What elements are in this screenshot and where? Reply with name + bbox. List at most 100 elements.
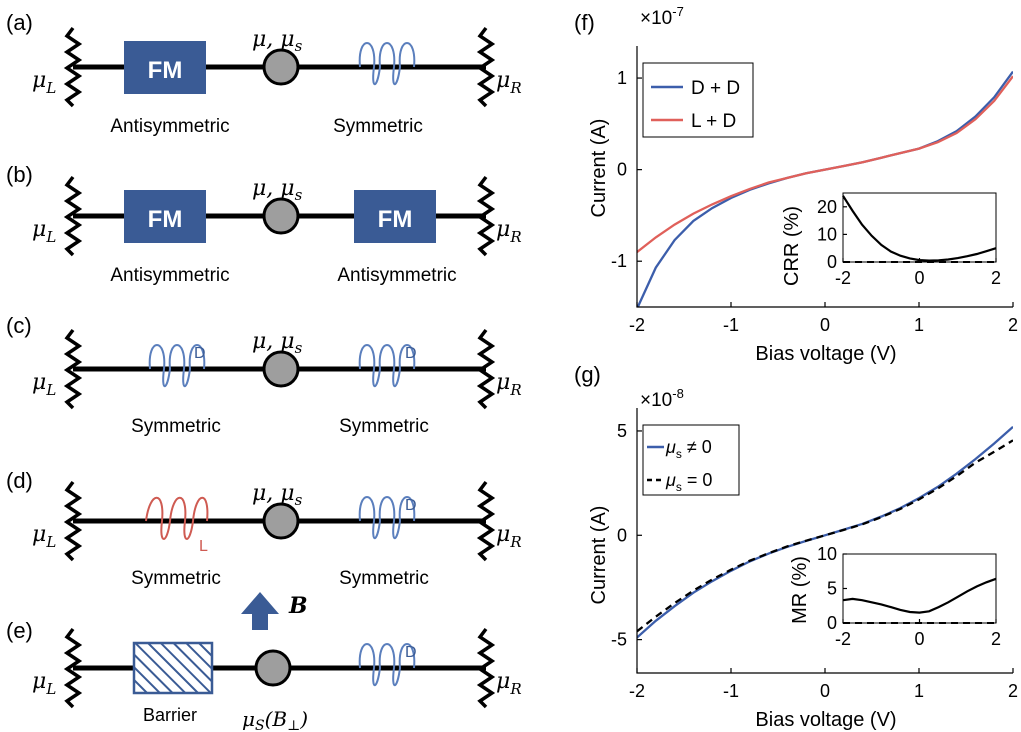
- right-lead-zigzag: [476, 26, 496, 108]
- inset-y-tick-label: 10: [817, 224, 837, 244]
- mu-right-label: μR: [496, 68, 522, 97]
- panel-tag-b: (b): [6, 162, 33, 187]
- molecule-dot: [262, 197, 300, 235]
- mu-left-label: μL: [32, 522, 56, 551]
- molecule-dot: [254, 649, 292, 687]
- x-tick-label: 0: [820, 315, 830, 335]
- mu-left-label: μL: [32, 370, 56, 399]
- mu-right-label: μR: [496, 217, 522, 246]
- x-tick-label: 2: [1008, 681, 1018, 701]
- panel-tag-a: (a): [6, 10, 33, 35]
- helix-spring-d: [358, 643, 416, 687]
- y-tick-label: -5: [611, 630, 627, 650]
- x-tick-label: 2: [1008, 315, 1018, 335]
- chart-g: (g) ×10-8 Current (A) Bias voltage (V) -…: [574, 362, 1018, 731]
- mu-right-label: μR: [496, 669, 522, 698]
- panel-tag-d: (d): [6, 468, 33, 493]
- y-tick-label: 1: [617, 68, 627, 88]
- x-tick-label: -2: [629, 681, 645, 701]
- symmetric-label: Symmetric: [339, 568, 429, 589]
- inset-x-tick-label: 2: [991, 629, 1001, 649]
- symmetric-label: Symmetric: [131, 416, 221, 437]
- exponent-label: ×10-8: [640, 386, 684, 411]
- x-axis-label: Bias voltage (V): [755, 343, 896, 365]
- y-tick-label: 0: [617, 525, 627, 545]
- b-field-arrow: [241, 592, 279, 630]
- y-axis-label: Current (A): [588, 119, 610, 218]
- x-tick-label: -1: [723, 681, 739, 701]
- inset-y-tick-label: 0: [827, 252, 837, 272]
- symmetric-label: Symmetric: [333, 116, 423, 137]
- left-lead-zigzag: [63, 627, 83, 709]
- fm-block-right: [354, 190, 436, 243]
- inset-x-tick-label: 2: [991, 268, 1001, 288]
- l-handedness-label: L: [199, 538, 208, 555]
- x-tick-label: 1: [914, 681, 924, 701]
- series-line-2: [637, 75, 1013, 254]
- panel-e: (e) μL μR Barrier B μS(B⊥) D: [6, 592, 522, 732]
- right-lead-zigzag: [476, 480, 496, 562]
- x-tick-label: 0: [820, 681, 830, 701]
- legend-box: [642, 62, 754, 138]
- d-handedness-label: D: [194, 345, 206, 362]
- right-lead-zigzag: [476, 627, 496, 709]
- fm-block: [124, 41, 206, 94]
- y-tick-label: -1: [611, 251, 627, 271]
- inset-x-tick-label: 0: [914, 629, 924, 649]
- molecule-dot: [262, 48, 300, 86]
- mu-right-label: μR: [496, 522, 522, 551]
- legend-label-dd: D + D: [691, 78, 740, 99]
- molecule-dot: [262, 350, 300, 388]
- series-group: [637, 70, 1013, 307]
- inset-x-tick-label: 0: [914, 268, 924, 288]
- panel-tag-g: (g): [574, 362, 601, 387]
- mu-left-label: μL: [32, 669, 56, 698]
- x-tick-label: -2: [629, 315, 645, 335]
- center-mu-label: μ, μs: [252, 329, 303, 357]
- plot-area: -2 -1 0 1 2 -1 0 1: [611, 46, 1018, 335]
- d-handedness-label: D: [405, 345, 417, 362]
- legend-label-mus-nonzero: μs ≠ 0: [665, 437, 712, 461]
- panel-a: (a) μL μR FM μ, μs Antisymmetric Symmetr…: [6, 10, 522, 137]
- inset-x-tick-label: -2: [835, 629, 851, 649]
- antisymmetric-label: Antisymmetric: [337, 265, 456, 286]
- inset-line: [842, 577, 997, 614]
- center-mu-label: μ, μs: [252, 481, 303, 509]
- fm-label: FM: [378, 206, 413, 233]
- right-lead-zigzag: [476, 328, 496, 410]
- inset-y-tick-label: 5: [827, 579, 837, 599]
- inset-y-tick-label: 0: [827, 613, 837, 633]
- helix-spring-l: [145, 497, 209, 540]
- exponent-label: ×10-7: [640, 4, 684, 29]
- inset-y-tick-label: 20: [817, 197, 837, 217]
- b-field-label: B: [288, 593, 308, 619]
- legend-box: [642, 424, 740, 496]
- x-tick-label: 1: [914, 315, 924, 335]
- mus-b-label: μS(B⊥): [242, 707, 308, 732]
- panel-tag-c: (c): [6, 313, 32, 338]
- inset-y-tick-label: 10: [817, 544, 837, 564]
- antisymmetric-label: Antisymmetric: [110, 116, 229, 137]
- barrier-label: Barrier: [143, 705, 197, 725]
- helix-spring-d: [358, 496, 416, 540]
- center-mu-label: μ, μs: [252, 176, 303, 204]
- left-lead-zigzag: [63, 480, 83, 562]
- mu-left-label: μL: [32, 68, 56, 97]
- y-tick-label: 5: [617, 421, 627, 441]
- helix-spring: [358, 42, 416, 86]
- chart-f: (f) ×10-7 Current (A) Bias voltage (V) -…: [574, 4, 1018, 365]
- mu-right-label: μR: [496, 370, 522, 399]
- helix-spring-d: [148, 344, 206, 388]
- antisymmetric-label: Antisymmetric: [110, 265, 229, 286]
- inset-y-label: MR (%): [789, 556, 811, 624]
- inset-y-label: CRR (%): [781, 206, 803, 286]
- d-handedness-label: D: [405, 644, 417, 661]
- left-lead-zigzag: [63, 26, 83, 108]
- y-axis-label: Current (A): [588, 506, 610, 605]
- inset-x-tick-label: -2: [835, 268, 851, 288]
- panel-d: (d) μL μR L μ, μs D Symmetric Symmetric: [6, 468, 522, 589]
